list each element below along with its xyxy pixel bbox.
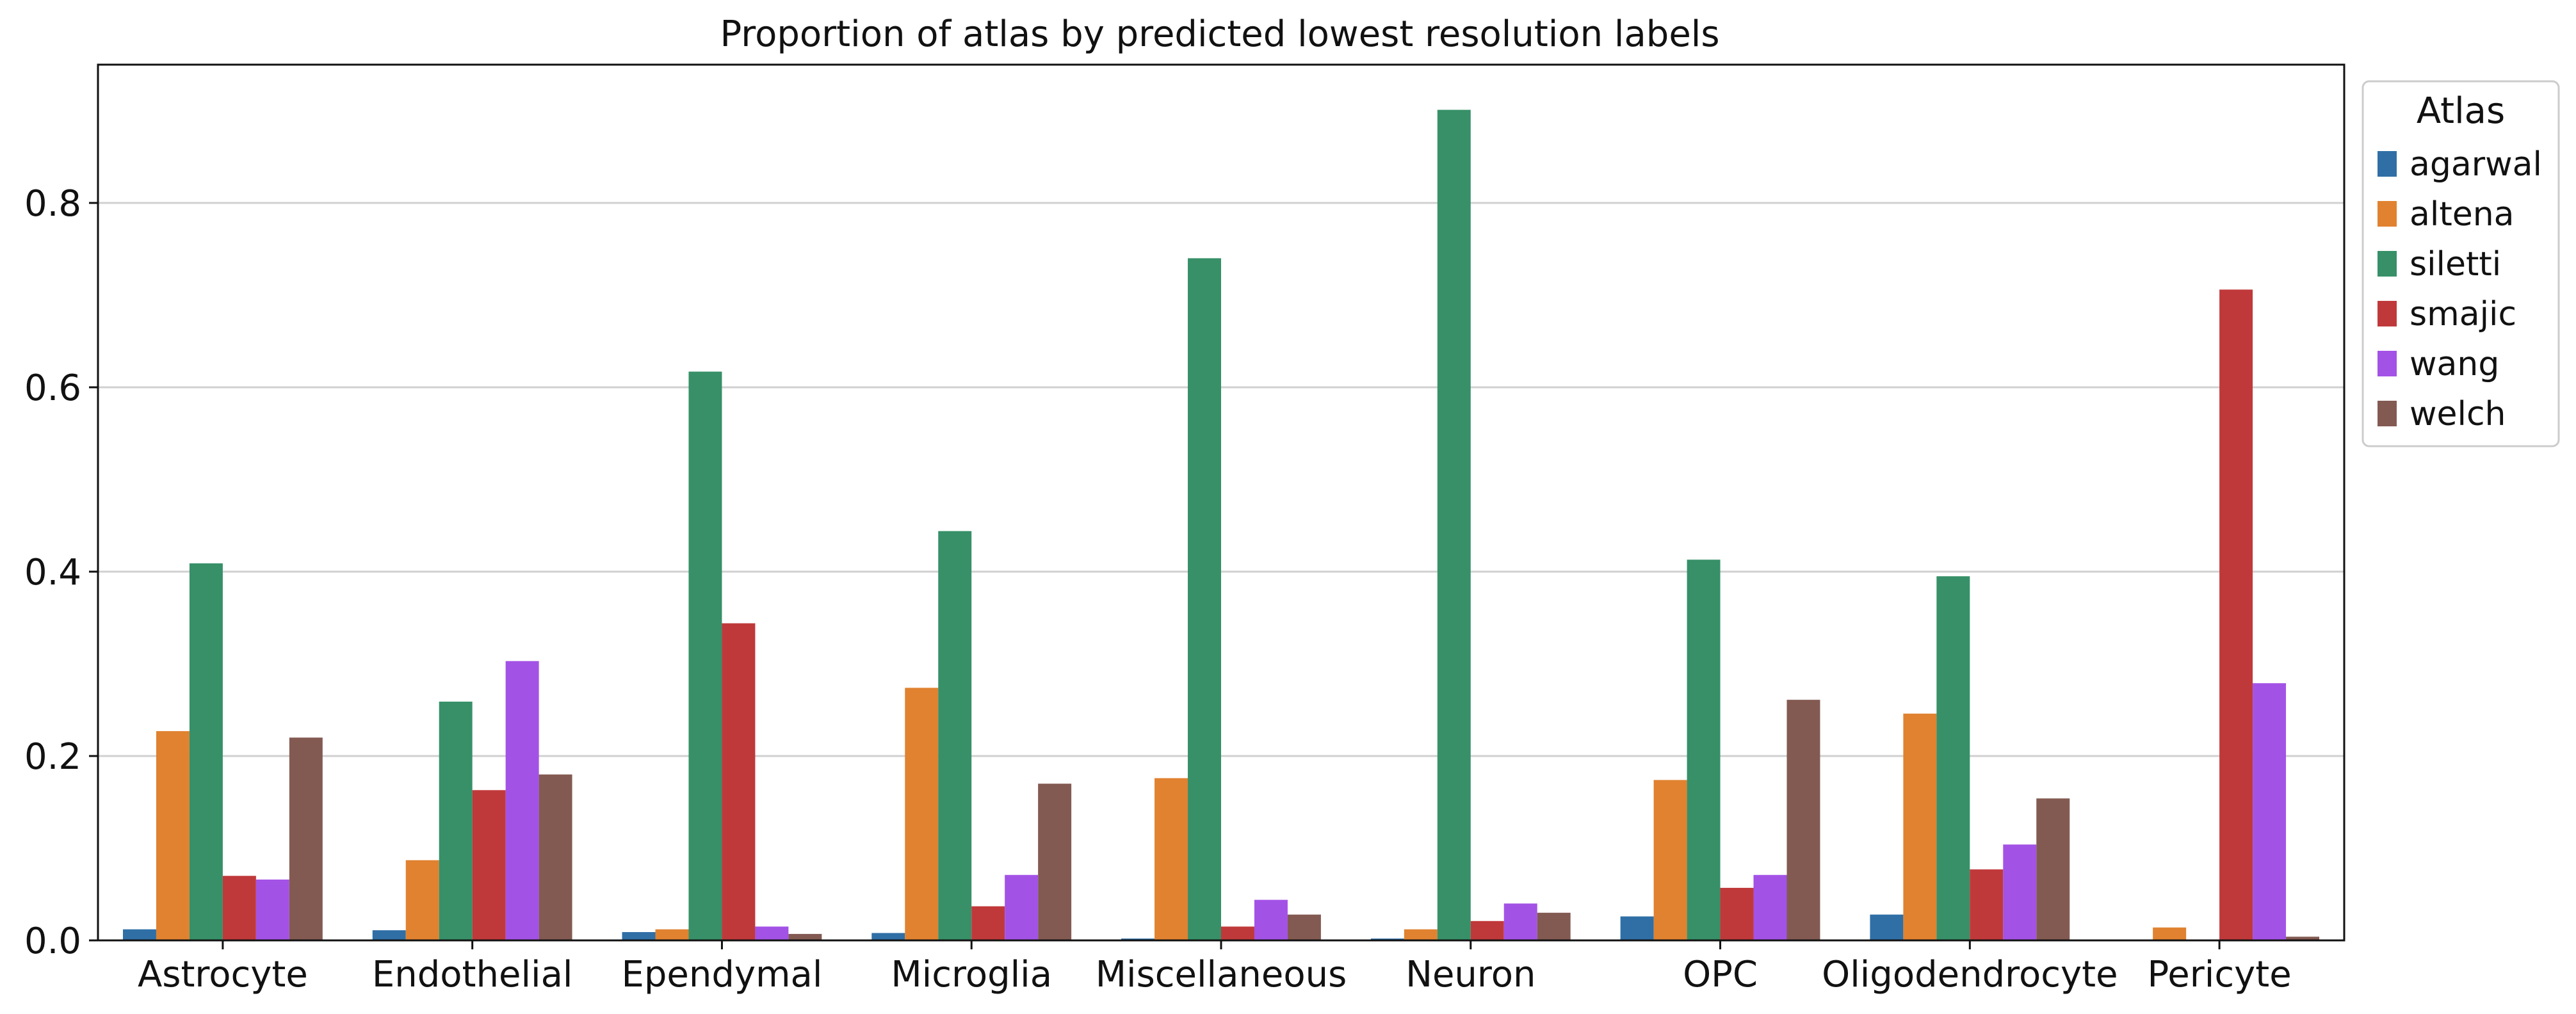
- bar-agarwal-microglia: [871, 933, 905, 940]
- bar-altena-neuron: [1404, 929, 1438, 940]
- bar-siletti-opc: [1687, 559, 1721, 940]
- bar-wang-oligodendrocyte: [2003, 844, 2037, 940]
- bar-welch-neuron: [1537, 912, 1571, 940]
- bar-welch-astrocyte: [289, 737, 323, 940]
- bar-agarwal-opc: [1620, 916, 1654, 940]
- bar-altena-ependymal: [655, 929, 689, 940]
- x-tick-label: Ependymal: [621, 954, 822, 995]
- bar-altena-astrocyte: [156, 731, 190, 940]
- bar-welch-pericyte: [2286, 937, 2320, 940]
- legend-swatch-altena: [2378, 201, 2397, 227]
- bar-altena-miscellaneous: [1154, 778, 1188, 940]
- y-tick-label: 0.0: [24, 921, 81, 962]
- x-tick-label: Pericyte: [2148, 954, 2292, 995]
- bar-wang-pericyte: [2253, 683, 2287, 940]
- x-tick-label: OPC: [1683, 954, 1758, 995]
- bar-altena-opc: [1653, 780, 1687, 940]
- chart-title: Proportion of atlas by predicted lowest …: [720, 13, 1720, 55]
- legend-swatch-agarwal: [2378, 151, 2397, 177]
- legend-title: Atlas: [2417, 90, 2505, 132]
- bar-siletti-endothelial: [439, 702, 473, 940]
- y-tick-label: 0.8: [24, 183, 81, 225]
- x-tick-label: Microglia: [891, 954, 1052, 995]
- bar-smajic-ependymal: [722, 623, 756, 940]
- legend-label-smajic: smajic: [2410, 295, 2516, 334]
- bar-wang-endothelial: [505, 661, 539, 940]
- bar-agarwal-oligodendrocyte: [1870, 914, 1904, 940]
- bar-welch-microglia: [1038, 784, 1072, 940]
- bar-welch-ependymal: [788, 933, 822, 940]
- bar-altena-oligodendrocyte: [1903, 713, 1937, 940]
- legend-label-altena: altena: [2410, 195, 2515, 234]
- legend-swatch-welch: [2378, 401, 2397, 426]
- bar-siletti-neuron: [1437, 109, 1471, 940]
- bar-smajic-pericyte: [2219, 289, 2253, 940]
- bar-wang-neuron: [1503, 903, 1537, 940]
- legend-label-welch: welch: [2410, 395, 2506, 433]
- y-tick-label: 0.2: [24, 736, 81, 778]
- bar-wang-opc: [1753, 874, 1787, 940]
- bar-smajic-astrocyte: [222, 876, 256, 940]
- bar-welch-miscellaneous: [1287, 914, 1321, 940]
- bar-welch-endothelial: [539, 774, 572, 940]
- bar-smajic-microglia: [971, 906, 1005, 940]
- legend-box: [2361, 80, 2560, 447]
- bar-welch-oligodendrocyte: [2036, 798, 2070, 940]
- y-axis: 0.0 0.2 0.4 0.6 0.8: [24, 183, 98, 962]
- legend-label-siletti: siletti: [2410, 245, 2501, 284]
- bar-altena-microglia: [905, 688, 939, 940]
- x-tick-label: Astrocyte: [138, 954, 308, 995]
- bar-wang-ependymal: [755, 926, 789, 940]
- y-tick-label: 0.6: [24, 367, 81, 409]
- legend-swatch-smajic: [2378, 301, 2397, 326]
- x-tick-label: Neuron: [1405, 954, 1535, 995]
- bar-wang-astrocyte: [255, 879, 289, 940]
- bar-altena-pericyte: [2153, 927, 2187, 940]
- bar-siletti-microglia: [938, 531, 972, 940]
- bar-smajic-opc: [1720, 887, 1754, 940]
- legend: Atlas agarwal altena siletti smajic wang welc…: [2361, 80, 2560, 447]
- bar-agarwal-astrocyte: [122, 929, 156, 940]
- x-axis: Astrocyte Endothelial Ependymal Microglia Mi…: [138, 940, 2292, 995]
- bar-agarwal-endothelial: [372, 930, 406, 940]
- bar-wang-microglia: [1005, 874, 1039, 940]
- bar-smajic-miscellaneous: [1221, 926, 1254, 940]
- x-tick-label: Endothelial: [372, 954, 573, 995]
- bar-smajic-oligodendrocyte: [1970, 869, 2004, 940]
- bar-siletti-ependymal: [688, 371, 722, 940]
- bar-siletti-astrocyte: [189, 563, 223, 940]
- bar-wang-miscellaneous: [1254, 899, 1288, 940]
- bar-welch-opc: [1786, 700, 1820, 940]
- y-tick-label: 0.4: [24, 552, 81, 593]
- bar-smajic-endothelial: [472, 790, 506, 940]
- legend-swatch-siletti: [2378, 251, 2397, 277]
- bars: [122, 109, 2320, 940]
- bar-agarwal-ependymal: [622, 932, 656, 940]
- bar-siletti-miscellaneous: [1188, 258, 1221, 940]
- legend-swatch-wang: [2378, 351, 2397, 376]
- bar-altena-endothelial: [405, 860, 439, 940]
- bar-smajic-neuron: [1470, 921, 1504, 940]
- bar-siletti-oligodendrocyte: [1936, 576, 1970, 940]
- x-tick-label: Miscellaneous: [1096, 954, 1347, 995]
- legend-label-agarwal: agarwal: [2410, 145, 2542, 184]
- legend-label-wang: wang: [2410, 345, 2499, 383]
- x-tick-label: Oligodendrocyte: [1822, 954, 2118, 995]
